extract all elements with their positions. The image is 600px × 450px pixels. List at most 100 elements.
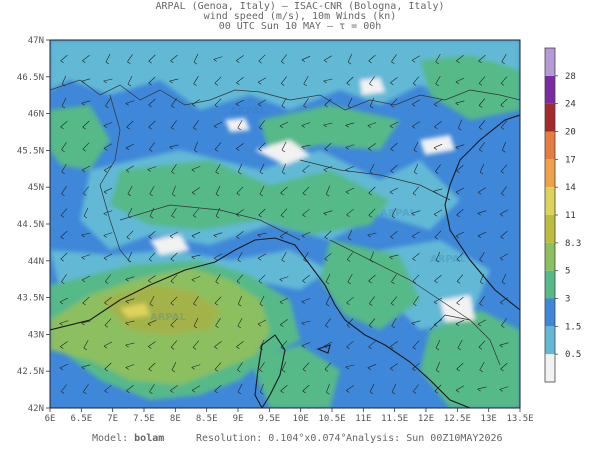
wind-barb xyxy=(214,362,222,370)
wind-barb-flag xyxy=(60,126,64,130)
lat-tick-label: 43.5N xyxy=(17,294,44,304)
wind-barb xyxy=(281,54,287,62)
wind-barb xyxy=(369,296,375,304)
wind-barb-flag xyxy=(105,281,109,284)
wind-barb xyxy=(83,384,89,392)
wind-barb xyxy=(191,166,201,170)
wind-barb-flag xyxy=(434,324,438,327)
wind-barb-flag xyxy=(279,301,284,305)
wind-barb-flag xyxy=(436,369,440,373)
colorbar-label: 17 xyxy=(565,155,576,165)
wind-barb xyxy=(279,121,289,127)
wind-barb xyxy=(81,232,91,236)
wind-barb-flag xyxy=(477,388,481,392)
wind-barb-flag xyxy=(303,105,307,108)
wind-barb-flag xyxy=(172,193,176,197)
wind-barb xyxy=(324,362,332,370)
wind-barb-flag xyxy=(411,322,415,326)
wind-barb xyxy=(434,99,442,105)
wind-barb xyxy=(237,295,243,305)
wind-barb xyxy=(302,164,310,172)
wind-barb-flag xyxy=(61,193,65,196)
wind-barb xyxy=(191,231,201,237)
wind-barb-flag xyxy=(323,213,327,216)
wind-barb-flag xyxy=(103,213,107,216)
wind-barb xyxy=(478,187,486,193)
wind-barb-flag xyxy=(369,171,373,175)
wind-barb-flag xyxy=(345,366,349,370)
wind-barb-flag xyxy=(500,104,504,108)
wind-barb-flag xyxy=(237,369,241,372)
wind-barb xyxy=(82,186,90,194)
wind-barb-flag xyxy=(412,83,417,86)
wind-barb xyxy=(60,341,68,347)
wind-barb-flag xyxy=(147,169,151,172)
wind-barb xyxy=(346,340,354,348)
lat-tick-label: 45N xyxy=(28,183,44,193)
wind-barb-flag xyxy=(500,171,505,174)
wind-barb-flag xyxy=(257,234,261,238)
wind-barb xyxy=(347,273,353,283)
wind-barb-flag xyxy=(60,346,64,349)
wind-barb-flag xyxy=(302,192,306,196)
wind-barb-flag xyxy=(414,171,418,175)
wind-barb-flag xyxy=(194,149,198,153)
wind-field: ARPAL ARPAL ARPAL ARPAL xyxy=(50,40,520,408)
wind-barb-flag xyxy=(281,259,285,263)
wind-barb xyxy=(502,141,506,151)
wind-barb-flag xyxy=(104,302,108,305)
analysis-label: Analysis: xyxy=(346,433,401,444)
wind-barb-flag xyxy=(125,367,129,370)
lon-tick-label: 10.5E xyxy=(318,414,345,424)
model-value: bolam xyxy=(134,433,165,444)
wind-barb xyxy=(147,166,157,170)
wind-barb-flag xyxy=(236,192,241,196)
wind-barb xyxy=(61,186,67,194)
wind-barb xyxy=(259,339,265,349)
wind-barb-flag xyxy=(455,390,460,393)
wind-barb xyxy=(369,163,375,173)
wind-barb-flag xyxy=(281,149,286,153)
wind-barb xyxy=(389,254,399,258)
wind-barb-flag xyxy=(193,127,197,130)
wind-barb xyxy=(126,120,134,128)
wind-barb-flag xyxy=(456,302,460,306)
wind-barb-flag xyxy=(103,235,107,238)
wind-barb-flag xyxy=(236,148,240,151)
wind-barb xyxy=(280,208,288,216)
wind-barb xyxy=(61,97,67,107)
wind-barb-flag xyxy=(499,389,503,392)
wind-barb xyxy=(301,122,311,126)
wind-barb-flag xyxy=(390,104,394,108)
wind-barb xyxy=(81,78,91,82)
wind-barb xyxy=(214,98,222,106)
wind-barb-flag xyxy=(237,325,241,329)
wind-barb xyxy=(214,76,222,84)
wind-barb xyxy=(455,144,465,148)
wind-barb xyxy=(345,364,355,368)
wind-barb-flag xyxy=(478,347,483,350)
wind-barb xyxy=(280,340,288,348)
wind-barb-flag xyxy=(126,236,130,240)
wind-barb-flag xyxy=(434,280,438,284)
wind-barb-flag xyxy=(391,391,396,395)
wind-barb xyxy=(81,165,91,171)
wind-barb xyxy=(370,251,374,261)
wind-barb-flag xyxy=(149,149,153,152)
wind-barb-flag xyxy=(499,258,504,261)
wind-barb-flag xyxy=(412,193,417,196)
wind-barb xyxy=(411,320,421,324)
wind-barb-flag xyxy=(215,193,220,197)
wind-barb xyxy=(346,208,354,216)
wind-barb-flag xyxy=(148,280,152,283)
wind-barb-flag xyxy=(214,346,218,349)
resolution-label: Resolution: xyxy=(196,433,263,444)
wind-barb-flag xyxy=(347,281,351,285)
wind-barb xyxy=(391,274,397,282)
wind-barb-flag xyxy=(391,215,396,219)
wind-barb xyxy=(258,208,266,216)
wind-barb xyxy=(303,98,309,106)
wind-barb xyxy=(458,119,462,129)
wind-barb xyxy=(345,144,355,148)
wind-barb xyxy=(411,55,421,61)
